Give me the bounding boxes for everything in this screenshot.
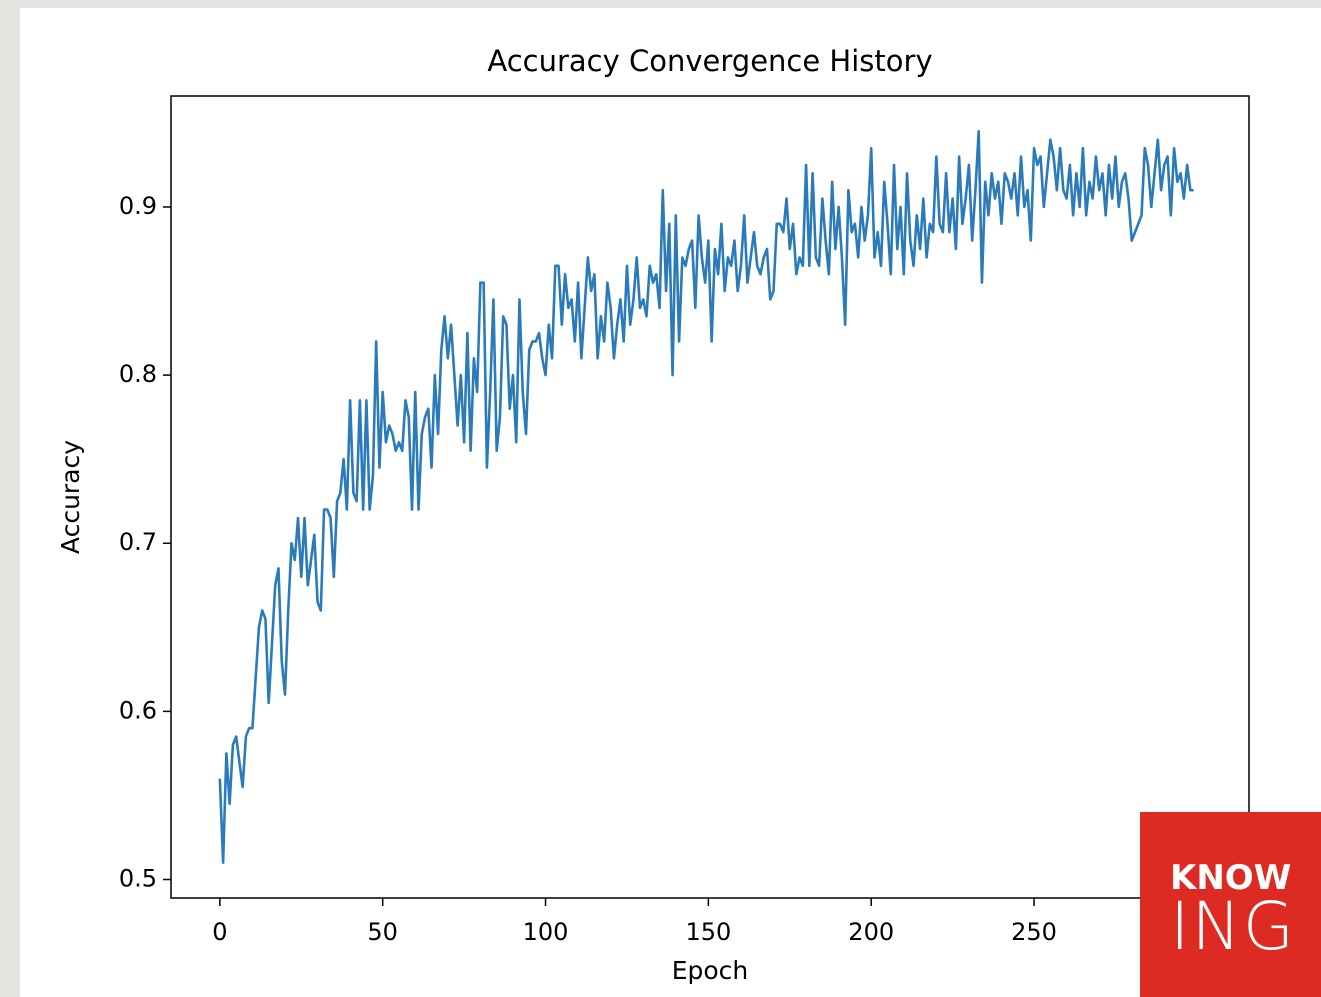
y-tick-label: 0.5 <box>119 865 157 893</box>
x-tick-label: 100 <box>523 918 569 946</box>
x-tick-label: 150 <box>685 918 731 946</box>
y-tick-label: 0.6 <box>119 696 157 724</box>
y-tick-label: 0.7 <box>119 528 157 556</box>
logo-bottom: ING <box>1170 888 1296 965</box>
y-tick-label: 0.8 <box>119 360 157 388</box>
x-tick-label: 50 <box>367 918 398 946</box>
x-tick-label: 0 <box>212 918 227 946</box>
chart-title: Accuracy Convergence History <box>487 44 932 78</box>
accuracy-line <box>218 130 1194 864</box>
x-axis-label: Epoch <box>672 956 749 985</box>
y-axis-label: Accuracy <box>56 440 85 554</box>
y-tick-label: 0.9 <box>119 192 157 220</box>
x-tick-label: 200 <box>848 918 894 946</box>
slide-panel <box>20 8 1321 997</box>
x-tick-label: 250 <box>1011 918 1057 946</box>
logo: KNOW ING <box>1140 812 1321 997</box>
plot-frame <box>170 95 1250 899</box>
logo-top: KNOW <box>1170 858 1292 898</box>
